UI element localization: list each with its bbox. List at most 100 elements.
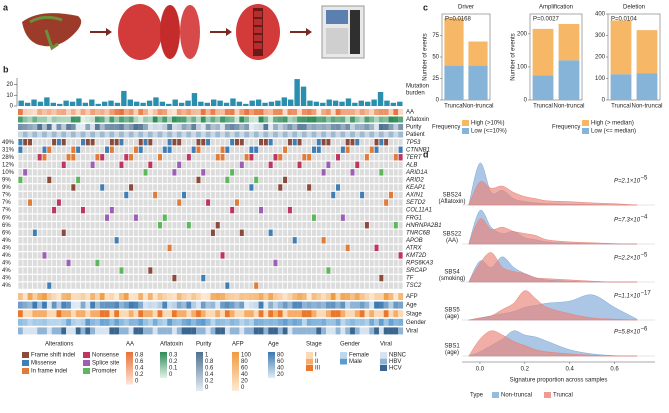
legend-swatch — [22, 368, 29, 374]
track-cell — [191, 131, 197, 138]
empty-cell — [210, 199, 215, 206]
empty-cell — [230, 191, 235, 199]
empty-cell — [268, 176, 273, 184]
track-cell — [119, 310, 124, 318]
empty-cell — [66, 252, 71, 259]
empty-cell — [316, 214, 321, 221]
legend-label: Low (<=10%) — [471, 129, 507, 135]
empty-cell — [278, 214, 283, 221]
empty-cell — [162, 176, 167, 184]
track-cell — [393, 301, 399, 309]
empty-cell — [90, 274, 95, 282]
track-cell — [364, 116, 370, 123]
empty-cell — [90, 244, 95, 252]
empty-cell — [225, 229, 230, 236]
bar-segment — [444, 65, 464, 100]
track-cell — [181, 131, 187, 138]
empty-cell — [80, 222, 85, 229]
empty-cell — [201, 154, 206, 161]
empty-cell — [220, 282, 225, 289]
empty-cell — [32, 154, 37, 161]
track-cell — [90, 293, 96, 300]
empty-cell — [37, 229, 42, 236]
track-cell — [32, 318, 38, 326]
track-cell — [292, 109, 298, 115]
empty-cell — [340, 259, 345, 267]
empty-cell — [215, 252, 220, 259]
track-cell — [119, 293, 124, 300]
alteration-cell — [379, 139, 384, 146]
empty-cell — [278, 252, 283, 259]
track-cell — [306, 310, 312, 318]
empty-cell — [307, 252, 312, 259]
empty-cell — [52, 169, 57, 176]
empty-cell — [114, 146, 119, 153]
track-cell — [42, 131, 47, 138]
alteration-cell — [177, 161, 182, 168]
empty-cell — [210, 252, 215, 259]
empty-cell — [254, 169, 259, 176]
legend-swatch — [83, 360, 90, 366]
track-cell — [330, 131, 336, 138]
track-cell — [326, 327, 331, 335]
empty-cell — [191, 274, 196, 282]
track-cell — [253, 131, 259, 138]
empty-cell — [138, 184, 143, 191]
alteration-cell — [355, 139, 360, 146]
empty-cell — [162, 222, 167, 229]
track-cell — [316, 310, 322, 318]
empty-cell — [355, 206, 360, 214]
alteration-cell — [340, 146, 345, 153]
track-cell — [186, 310, 192, 318]
track-cell — [162, 116, 168, 123]
ridge-label: SBS1 — [444, 344, 460, 350]
empty-cell — [215, 184, 220, 191]
track-cell — [99, 109, 105, 115]
empty-cell — [268, 184, 273, 191]
empty-cell — [311, 259, 316, 267]
track-cell — [220, 116, 226, 123]
track-cell — [369, 116, 375, 123]
empty-cell — [191, 214, 196, 221]
track-cell — [109, 131, 115, 138]
empty-cell — [157, 191, 162, 199]
empty-cell — [210, 282, 215, 289]
empty-cell — [95, 252, 100, 259]
empty-cell — [105, 199, 110, 206]
empty-cell — [206, 184, 211, 191]
empty-cell — [32, 244, 37, 252]
empty-cell — [56, 154, 61, 161]
empty-cell — [283, 267, 288, 274]
empty-cell — [76, 259, 81, 267]
empty-cell — [85, 161, 90, 168]
empty-cell — [124, 206, 129, 214]
track-cell — [85, 301, 91, 309]
empty-cell — [52, 146, 57, 153]
empty-cell — [398, 176, 403, 184]
track-cell — [205, 293, 211, 300]
legend-swatch — [462, 128, 469, 134]
empty-cell — [66, 222, 71, 229]
track-cell — [75, 327, 81, 335]
empty-cell — [177, 229, 182, 236]
alteration-cell — [186, 222, 191, 229]
empty-cell — [331, 259, 336, 267]
empty-cell — [283, 161, 288, 168]
alteration-cell — [114, 237, 119, 244]
track-cell — [32, 131, 38, 138]
empty-cell — [360, 274, 365, 282]
empty-cell — [239, 169, 244, 176]
alteration-cell — [114, 139, 119, 146]
track-cell — [61, 109, 67, 115]
track-cell — [123, 124, 129, 130]
empty-cell — [302, 206, 307, 214]
empty-cell — [138, 259, 143, 267]
empty-cell — [379, 184, 384, 191]
alteration-cell — [302, 154, 307, 161]
track-cell — [162, 293, 168, 300]
empty-cell — [153, 244, 158, 252]
ridge-label: (smoking) — [439, 276, 465, 282]
empty-cell — [47, 267, 52, 274]
empty-cell — [369, 229, 374, 236]
panel-label: a — [3, 2, 9, 12]
